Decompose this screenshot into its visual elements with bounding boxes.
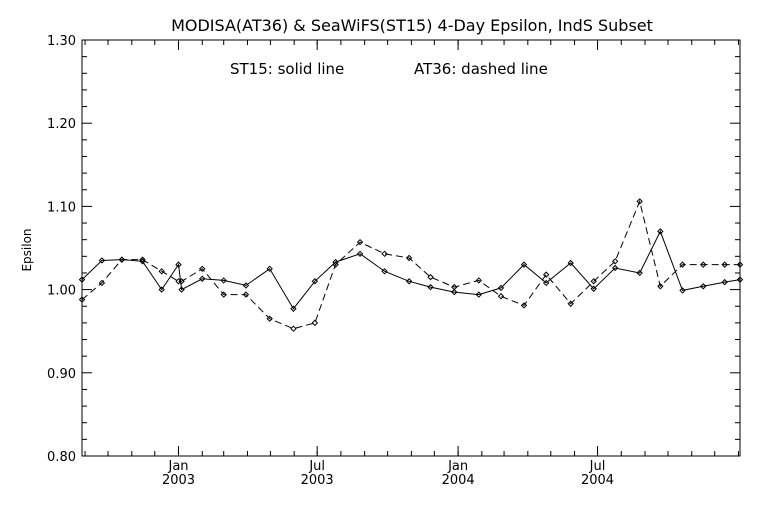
data-point-st15	[636, 269, 643, 277]
data-point-at36	[220, 291, 227, 298]
x-tick-month: Jul	[308, 459, 325, 474]
data-point-st15	[381, 268, 388, 275]
data-point-st15	[542, 279, 550, 287]
y-tick-label: 1.00	[47, 284, 76, 299]
data-point-at36	[636, 198, 643, 205]
data-point-st15	[175, 261, 182, 268]
y-axis-label: Epsilon	[20, 228, 34, 271]
data-point-st15	[199, 275, 206, 282]
data-point-st15	[266, 265, 273, 273]
y-axis: 0.80 0.90 1.00 1.10 1.20 1.30	[47, 34, 740, 465]
y-tick-label: 1.20	[47, 117, 76, 132]
data-point-at36	[657, 283, 664, 290]
data-point-st15	[158, 286, 165, 293]
data-point-at36	[242, 291, 250, 298]
y-tick-label: 0.90	[47, 367, 76, 382]
data-point-st15	[736, 276, 744, 283]
data-point-st15	[242, 282, 250, 289]
y-tick-label: 0.80	[47, 450, 76, 465]
data-point-at36	[98, 279, 106, 287]
data-point-st15	[311, 278, 319, 285]
data-point-st15	[721, 278, 728, 286]
x-tick-year: 2003	[301, 473, 334, 488]
data-point-st15	[567, 259, 574, 267]
data-point-at36	[199, 265, 206, 273]
data-point-st15	[679, 287, 686, 294]
data-point-at36	[567, 300, 574, 307]
data-point-at36	[451, 283, 458, 291]
x-tick-month: Jan	[167, 459, 188, 474]
data-point-st15	[520, 261, 528, 268]
data-point-at36	[118, 256, 126, 263]
legend-dashed-note: AT36: dashed line	[414, 60, 548, 78]
x-tick-year: 2004	[581, 473, 614, 488]
data-point-at36	[427, 273, 434, 281]
data-point-st15	[611, 264, 619, 272]
data-point-at36	[381, 250, 388, 258]
data-point-at36	[542, 271, 550, 278]
series-line-st15	[81, 230, 741, 310]
x-tick-month: Jan	[447, 459, 468, 474]
data-point-st15	[356, 250, 364, 258]
data-point-at36	[679, 261, 686, 268]
data-point-at36	[721, 261, 728, 268]
data-point-st15	[700, 283, 707, 290]
data-point-at36	[611, 258, 619, 265]
data-point-at36	[139, 256, 146, 263]
data-point-st15	[451, 288, 458, 296]
data-point-st15	[657, 228, 664, 235]
y-tick-label: 1.10	[47, 200, 76, 215]
data-point-at36	[178, 278, 185, 285]
data-point-at36	[520, 302, 528, 309]
data-point-at36	[497, 293, 505, 300]
x-tick-year: 2003	[162, 473, 195, 488]
data-point-st15	[178, 286, 185, 293]
data-point-st15	[290, 305, 297, 312]
data-point-st15	[475, 291, 482, 298]
data-point-st15	[590, 285, 597, 292]
data-point-st15	[497, 284, 505, 292]
data-point-at36	[332, 261, 339, 268]
data-point-st15	[98, 257, 106, 264]
data-point-at36	[311, 319, 319, 327]
x-tick-year: 2004	[442, 473, 475, 488]
plot-area	[81, 39, 741, 457]
data-point-st15	[78, 276, 86, 283]
data-point-at36	[700, 261, 707, 268]
data-point-st15	[427, 283, 434, 291]
data-point-st15	[405, 278, 413, 285]
data-point-at36	[405, 254, 413, 262]
y-tick-label: 1.30	[47, 34, 76, 49]
data-point-at36	[736, 261, 744, 268]
data-point-at36	[158, 268, 165, 275]
series-line-at36	[81, 199, 740, 330]
data-point-st15	[220, 277, 227, 284]
data-point-at36	[266, 315, 273, 322]
x-tick-month: Jul	[589, 459, 606, 474]
chart-title: MODISA(AT36) & SeaWiFS(ST15) 4-Day Epsil…	[171, 16, 653, 35]
data-point-at36	[290, 325, 297, 332]
data-point-at36	[78, 296, 86, 303]
series-layer	[78, 198, 744, 332]
data-point-at36	[356, 238, 364, 246]
data-point-at36	[590, 278, 597, 285]
legend-solid-note: ST15: solid line	[230, 60, 344, 78]
data-point-at36	[475, 277, 482, 284]
